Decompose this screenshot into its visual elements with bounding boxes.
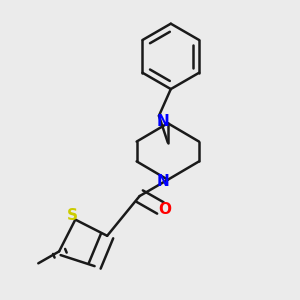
Text: S: S: [67, 208, 78, 223]
Text: N: N: [157, 114, 170, 129]
Text: N: N: [157, 174, 170, 189]
Text: O: O: [158, 202, 171, 217]
